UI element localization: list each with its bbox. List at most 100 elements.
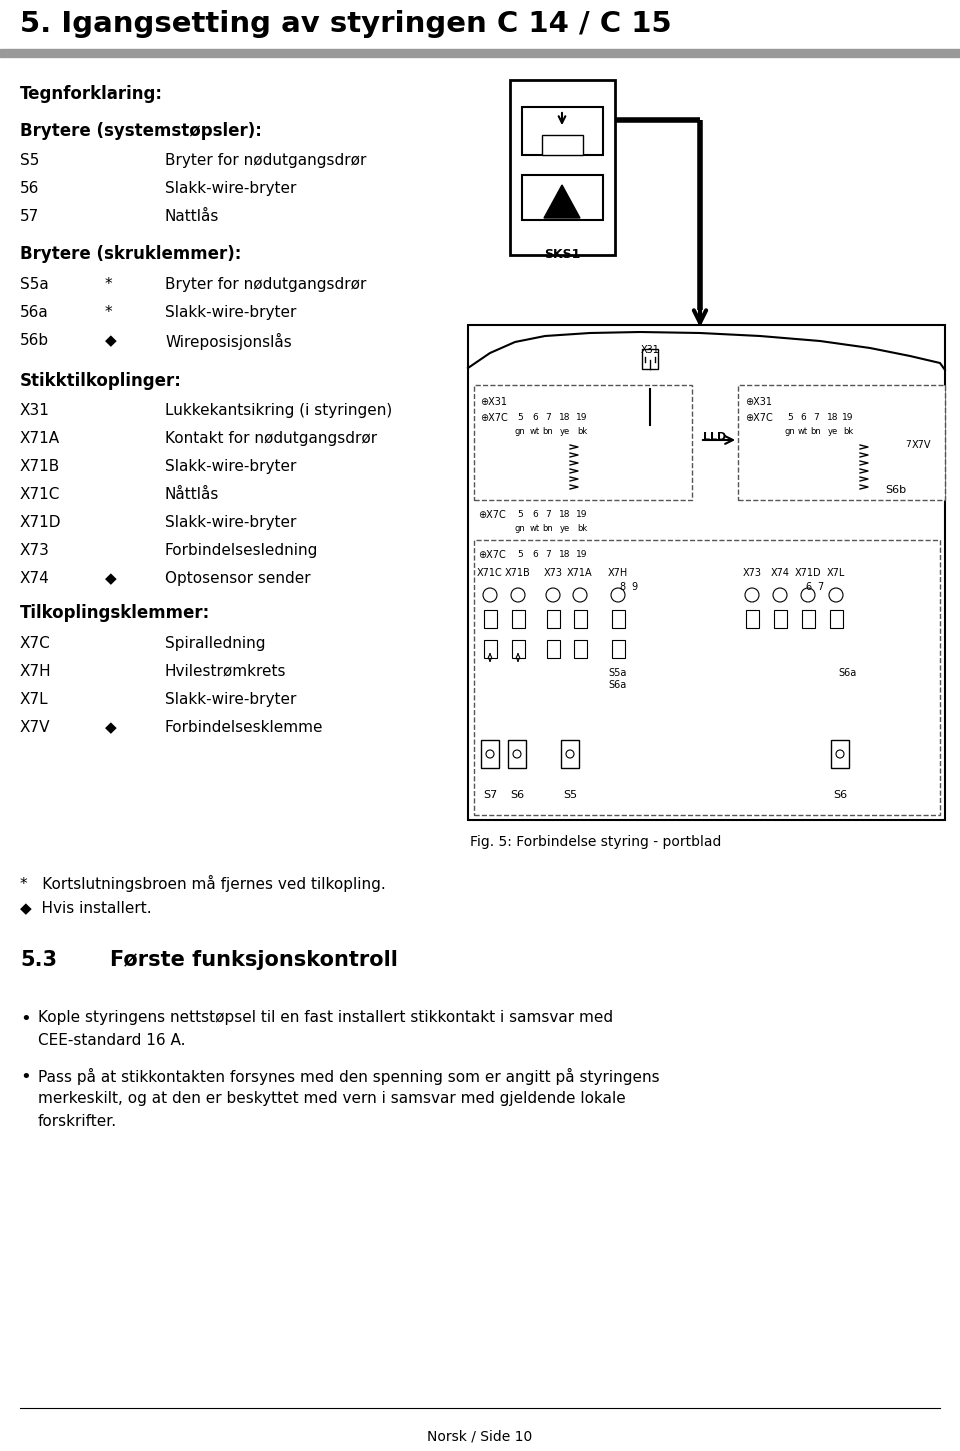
Text: X74: X74 — [20, 572, 50, 586]
Text: ⊕X7C: ⊕X7C — [478, 509, 506, 519]
Text: X7C: X7C — [20, 636, 51, 651]
Text: bn: bn — [542, 524, 553, 533]
Bar — [831, 740, 849, 768]
Text: 19: 19 — [842, 414, 853, 422]
Text: 18: 18 — [560, 414, 571, 422]
Text: ⊕X7C: ⊕X7C — [480, 414, 508, 424]
Circle shape — [566, 750, 574, 757]
Text: 57: 57 — [20, 209, 39, 223]
Circle shape — [483, 588, 497, 602]
Text: 18: 18 — [828, 414, 839, 422]
Text: ye: ye — [560, 524, 570, 533]
Text: gn: gn — [515, 427, 525, 435]
Text: X71B: X71B — [505, 567, 531, 577]
Text: wt: wt — [798, 427, 808, 435]
Text: Slakk-wire-bryter: Slakk-wire-bryter — [165, 692, 297, 707]
Text: 5: 5 — [517, 509, 523, 519]
Text: S5a: S5a — [20, 277, 49, 292]
Text: ⊕X7C: ⊕X7C — [478, 550, 506, 560]
Bar — [481, 740, 499, 768]
Text: 7: 7 — [545, 414, 551, 422]
Text: gn: gn — [515, 524, 525, 533]
Text: ⊕X31: ⊕X31 — [745, 398, 772, 406]
Text: X74: X74 — [771, 567, 789, 577]
Text: gn: gn — [784, 427, 796, 435]
Text: 18: 18 — [560, 509, 571, 519]
Bar — [802, 609, 814, 628]
Text: S6: S6 — [833, 789, 847, 800]
Text: SKS1: SKS1 — [543, 248, 580, 261]
Bar — [474, 540, 940, 815]
Text: *: * — [105, 305, 112, 321]
Text: Brytere (systemstøpsler):: Brytere (systemstøpsler): — [20, 122, 262, 139]
Text: 5: 5 — [517, 414, 523, 422]
Text: wt: wt — [530, 524, 540, 533]
Bar — [829, 609, 843, 628]
Text: 7: 7 — [545, 550, 551, 559]
Circle shape — [836, 750, 844, 757]
Text: bk: bk — [577, 524, 588, 533]
Text: S5a: S5a — [608, 667, 626, 678]
Text: ◆  Hvis installert.: ◆ Hvis installert. — [20, 900, 152, 916]
Text: CEE-standard 16 A.: CEE-standard 16 A. — [38, 1033, 185, 1048]
Circle shape — [829, 588, 843, 602]
Text: Nattlås: Nattlås — [165, 209, 220, 223]
Circle shape — [801, 588, 815, 602]
Text: Forbindelsesledning: Forbindelsesledning — [165, 543, 319, 559]
Text: ye: ye — [828, 427, 838, 435]
Text: X73: X73 — [742, 567, 761, 577]
Text: X71A: X71A — [567, 567, 593, 577]
Text: 5: 5 — [787, 414, 793, 422]
Text: Spiralledning: Spiralledning — [165, 636, 266, 651]
Text: ⊕X7C: ⊕X7C — [745, 414, 773, 424]
Text: Stikktilkoplinger:: Stikktilkoplinger: — [20, 371, 181, 390]
Text: Forbindelsesklemme: Forbindelsesklemme — [165, 720, 324, 736]
Text: Slakk-wire-bryter: Slakk-wire-bryter — [165, 459, 297, 474]
Circle shape — [486, 750, 494, 757]
Text: *: * — [105, 277, 112, 292]
Text: 56: 56 — [20, 181, 39, 196]
Bar — [512, 640, 524, 657]
Text: bk: bk — [843, 427, 853, 435]
Circle shape — [573, 588, 587, 602]
Text: 19: 19 — [576, 414, 588, 422]
Text: X71A: X71A — [20, 431, 60, 445]
Text: 7: 7 — [545, 509, 551, 519]
Bar — [468, 325, 945, 820]
Bar — [561, 740, 579, 768]
Bar — [0, 49, 960, 57]
Text: Pass på at stikkontakten forsynes med den spenning som er angitt på styringens: Pass på at stikkontakten forsynes med de… — [38, 1068, 660, 1085]
Text: S6: S6 — [510, 789, 524, 800]
Bar — [546, 640, 560, 657]
Circle shape — [773, 588, 787, 602]
Text: ye: ye — [560, 427, 570, 435]
Bar — [512, 609, 524, 628]
Text: X73: X73 — [20, 543, 50, 559]
Text: X31: X31 — [640, 345, 660, 355]
Bar — [774, 609, 786, 628]
Bar — [522, 176, 603, 221]
Text: 5. Igangsetting av styringen C 14 / C 15: 5. Igangsetting av styringen C 14 / C 15 — [20, 10, 672, 38]
Bar — [573, 640, 587, 657]
Text: S6b: S6b — [885, 485, 906, 495]
Text: X71B: X71B — [20, 459, 60, 474]
Text: wt: wt — [530, 427, 540, 435]
Text: Kople styringens nettstøpsel til en fast installert stikkontakt i samsvar med: Kople styringens nettstøpsel til en fast… — [38, 1010, 613, 1024]
Text: S6a: S6a — [838, 667, 856, 678]
Text: 9: 9 — [631, 582, 637, 592]
Text: X73: X73 — [543, 567, 563, 577]
Text: Slakk-wire-bryter: Slakk-wire-bryter — [165, 515, 297, 530]
Polygon shape — [544, 184, 580, 218]
Text: Kontakt for nødutgangsdrør: Kontakt for nødutgangsdrør — [165, 431, 377, 445]
Text: 7: 7 — [813, 414, 819, 422]
Bar — [573, 609, 587, 628]
Bar — [738, 385, 945, 501]
Text: •: • — [20, 1010, 31, 1027]
Text: Hvilestrømkrets: Hvilestrømkrets — [165, 665, 286, 679]
Text: 6: 6 — [804, 582, 811, 592]
Text: X71D: X71D — [795, 567, 822, 577]
Text: 7: 7 — [905, 440, 911, 448]
Bar — [612, 640, 625, 657]
Text: ◆: ◆ — [105, 332, 117, 348]
Text: *   Kortslutningsbroen må fjernes ved tilkopling.: * Kortslutningsbroen må fjernes ved tilk… — [20, 875, 386, 892]
